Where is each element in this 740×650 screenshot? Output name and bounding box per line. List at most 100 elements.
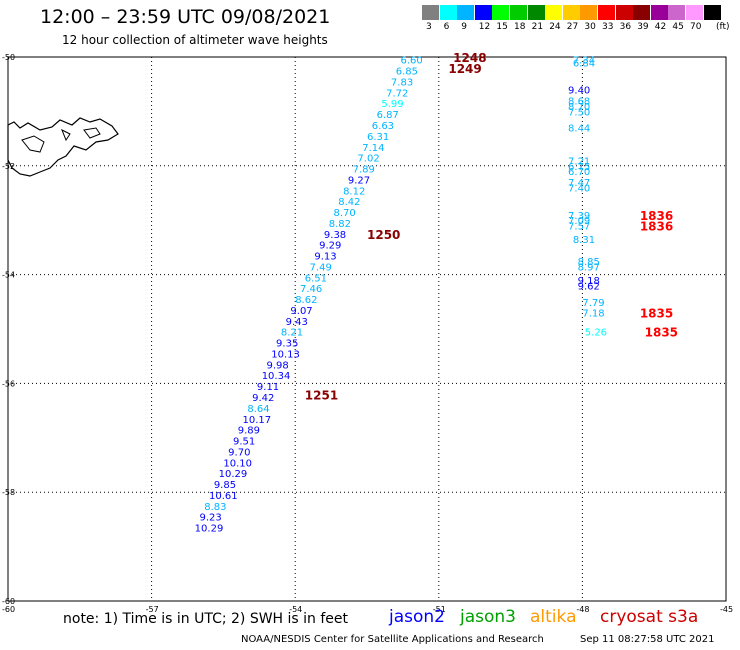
- color-scale-swatch: [615, 5, 633, 20]
- color-scale-swatch: [562, 5, 580, 20]
- color-scale-swatch: [668, 5, 686, 20]
- wave-height-value: 8.70: [333, 208, 355, 219]
- color-scale-swatch: [527, 5, 545, 20]
- wave-height-value: 7.34: [573, 56, 595, 67]
- mission-label: cryosat s3a: [600, 607, 699, 627]
- color-scale-label: 27: [566, 22, 579, 32]
- pass-time-label: 1836: [640, 220, 673, 234]
- wave-height-value: 9.85: [214, 480, 236, 491]
- color-scale-label: 42: [654, 22, 667, 32]
- wave-height-value: 7.57: [568, 222, 590, 233]
- wave-height-value: 8.12: [343, 186, 365, 197]
- color-scale-swatch: [492, 5, 510, 20]
- satellite-track-west: 6.606.857.837.725.996.876.636.317.147.02…: [195, 56, 423, 535]
- color-scale-label: 24: [549, 22, 561, 32]
- wave-height-value: 9.35: [276, 339, 298, 350]
- color-scale-swatch: [598, 5, 615, 20]
- color-scale-label: 39: [637, 22, 649, 32]
- color-scale-label: 15: [496, 22, 508, 32]
- color-scale-swatch: [457, 5, 475, 20]
- wave-height-value: 7.14: [362, 143, 384, 154]
- wave-height-value: 6.84: [573, 58, 595, 69]
- lon-tick-label: -54: [289, 605, 302, 614]
- wave-height-value: 7.09: [568, 216, 590, 227]
- color-scale-label: 9: [461, 22, 467, 32]
- wave-height-value: 8.31: [573, 235, 595, 246]
- wave-height-value: 10.34: [262, 371, 291, 382]
- color-scale-label: 30: [584, 22, 596, 32]
- color-scale-label: 33: [602, 22, 614, 32]
- pass-time-label: 1251: [305, 388, 338, 402]
- wave-height-value: 9.62: [578, 281, 600, 292]
- lon-tick-label: -60: [2, 605, 15, 614]
- wave-height-value: 7.47: [568, 178, 590, 189]
- lat-tick-label: -58: [2, 488, 15, 497]
- lat-tick-label: -56: [2, 379, 15, 388]
- footer-note: note: 1) Time is in UTC; 2) SWH is in fe…: [63, 611, 349, 627]
- wave-height-value: 6.60: [401, 56, 423, 67]
- wave-height-value: 9.40: [568, 86, 590, 97]
- color-scale-swatch: [686, 5, 703, 20]
- wave-height-value: 8.85: [578, 257, 600, 268]
- color-scale-swatch: [545, 5, 563, 20]
- color-scale-swatch: [633, 5, 651, 20]
- page-subtitle: 12 hour collection of altimeter wave hei…: [62, 33, 328, 47]
- color-scale-swatch: [580, 5, 598, 20]
- lon-tick-label: -45: [720, 605, 733, 614]
- wave-height-value: 9.27: [348, 175, 370, 186]
- wave-height-value: 9.07: [290, 306, 312, 317]
- wave-height-value: 7.46: [300, 284, 322, 295]
- wave-height-value: 7.40: [568, 184, 590, 195]
- wave-height-value: 7.02: [357, 154, 379, 165]
- pass-time-label: 1248: [453, 51, 486, 65]
- color-scale-swatch: [474, 5, 492, 20]
- mission-label: jason2: [389, 607, 445, 627]
- wave-height-value: 6.31: [367, 132, 389, 143]
- wave-height-value: 8.62: [295, 295, 317, 306]
- wave-height-value: 6.51: [305, 273, 327, 284]
- footer-credit: NOAA/NESDIS Center for Satellite Applica…: [241, 634, 544, 645]
- wave-height-value: 5.99: [381, 99, 403, 110]
- wave-height-value: 10.13: [271, 349, 300, 360]
- lon-tick-label: -51: [433, 605, 446, 614]
- wave-height-value: 6.85: [396, 67, 418, 78]
- wave-height-value: 8.82: [329, 219, 351, 230]
- satellite-track-east: 7.346.84 9.408.688.707.50 8.44 7.216.756.70…: [568, 56, 607, 339]
- wave-height-value: 7.79: [582, 298, 604, 309]
- pass-time-label: 1835: [645, 326, 678, 340]
- wave-height-value: 8.44: [568, 124, 590, 135]
- color-scale-label: 6: [443, 22, 450, 32]
- wave-height-value: 9.11: [257, 382, 279, 393]
- color-scale-swatch: [703, 5, 721, 20]
- wave-height-value: 9.13: [314, 252, 336, 263]
- wave-height-value: 10.17: [243, 415, 272, 426]
- pass-time-label: 1249: [448, 62, 481, 76]
- wave-height-value: 8.83: [204, 502, 226, 513]
- mission-label: jason3: [460, 607, 516, 627]
- color-scale-swatch: [422, 5, 439, 20]
- wave-height-value: 6.70: [568, 167, 590, 178]
- footer-timestamp: Sep 11 08:27:58 UTC 2021: [580, 634, 715, 645]
- wave-height-value: 7.18: [582, 309, 604, 320]
- map-grid: [8, 57, 726, 601]
- wave-height-value: 10.10: [223, 458, 252, 469]
- falkland-islands-coastline: [7, 117, 119, 177]
- color-scale-swatch: [439, 5, 457, 20]
- lat-tick-label: -54: [2, 271, 15, 280]
- wave-height-value: 8.42: [338, 197, 360, 208]
- wave-height-value: 9.38: [324, 230, 346, 241]
- wave-height-value: 6.87: [377, 110, 399, 121]
- wave-height-value: 9.98: [266, 360, 288, 371]
- color-scale-swatch: [650, 5, 668, 20]
- wave-height-value: 8.68: [568, 97, 590, 108]
- wave-height-value: 8.70: [568, 102, 590, 113]
- axis-tick-labels: -60 -57 -54 -51 -48 -45 -50 -52 -54 -56 -58 -60: [2, 53, 733, 614]
- wave-height-value: 9.29: [319, 241, 341, 252]
- wave-height-value: 6.63: [372, 121, 394, 132]
- wave-height-value: 7.50: [568, 107, 590, 118]
- wave-height-value: 5.26: [585, 328, 607, 339]
- wave-height-value: 9.43: [286, 317, 308, 328]
- lat-tick-label: -60: [2, 597, 15, 606]
- wave-height-value: 6.75: [568, 162, 590, 173]
